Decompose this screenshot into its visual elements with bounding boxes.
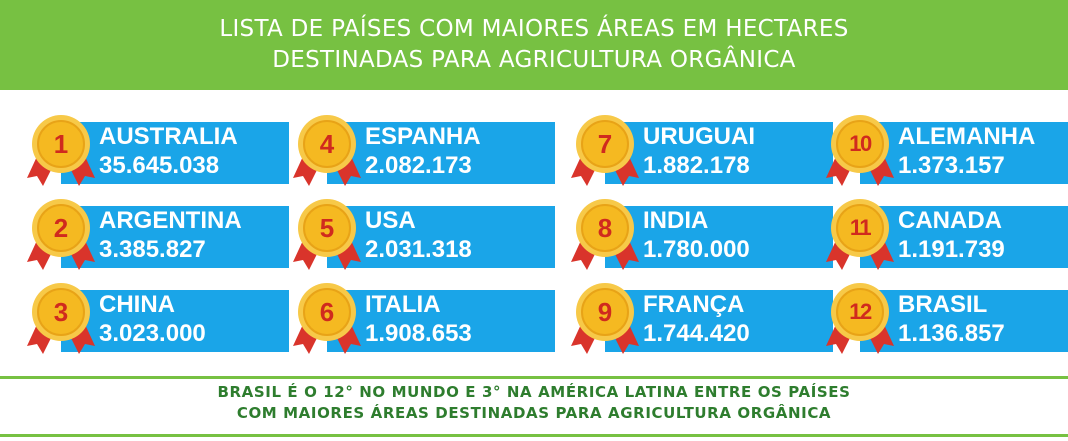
hectares-value: 1.373.157 xyxy=(898,152,1005,179)
hectares-value: 1.744.420 xyxy=(643,320,750,347)
ranking-card: 1 AUSTRALIA 35.645.038 xyxy=(21,110,289,186)
country-name: ITALIA xyxy=(365,291,441,318)
rank-number: 3 xyxy=(53,297,69,327)
medal-icon xyxy=(293,283,361,354)
medal-icon xyxy=(293,115,361,186)
rank-number: 5 xyxy=(319,213,335,243)
country-name: CANADA xyxy=(898,207,1002,234)
footer-divider-bottom xyxy=(0,434,1068,437)
ranking-card: 2 ARGENTINA 3.385.827 xyxy=(21,194,289,270)
title-line-1: LISTA DE PAÍSES COM MAIORES ÁREAS EM HEC… xyxy=(219,16,849,42)
medal-icon xyxy=(293,199,361,270)
country-box xyxy=(860,206,1068,268)
country-box xyxy=(61,290,289,352)
footer-note: BRASIL É O 12° NO MUNDO E 3° NA AMÉRICA … xyxy=(0,382,1068,424)
country-name: AUSTRALIA xyxy=(99,123,238,150)
medal-icon xyxy=(826,283,894,354)
hectares-value: 1.191.739 xyxy=(898,236,1005,263)
country-box xyxy=(605,290,833,352)
hectares-value: 1.908.653 xyxy=(365,320,472,347)
ranking-card: 5 USA 2.031.318 xyxy=(287,194,555,270)
rank-number: 1 xyxy=(53,129,69,159)
hectares-value: 3.385.827 xyxy=(99,236,206,263)
country-box xyxy=(327,290,555,352)
footer-divider-top xyxy=(0,376,1068,379)
country-name: ESPANHA xyxy=(365,123,481,150)
medal-icon xyxy=(27,199,95,270)
ranking-card: 6 ITALIA 1.908.653 xyxy=(287,278,555,354)
rank-number: 2 xyxy=(53,213,69,243)
ranking-card: 3 CHINA 3.023.000 xyxy=(21,278,289,354)
country-name: BRASIL xyxy=(898,291,988,318)
medal-icon xyxy=(571,283,639,354)
footer-line-1: BRASIL É O 12° NO MUNDO E 3° NA AMÉRICA … xyxy=(217,383,851,401)
ranking-card: 12 BRASIL 1.136.857 xyxy=(820,278,1068,354)
ranking-card: 9 FRANÇA 1.744.420 xyxy=(565,278,833,354)
country-name: USA xyxy=(365,207,416,234)
medal-icon xyxy=(27,115,95,186)
rank-number: 11 xyxy=(849,215,872,240)
ranking-card: 10 ALEMANHA 1.373.157 xyxy=(820,110,1068,186)
country-box xyxy=(605,122,833,184)
ranking-grid: 1 AUSTRALIA 35.645.038 2 ARGENTINA 3.385… xyxy=(21,110,1068,354)
country-name: INDIA xyxy=(643,207,709,234)
footer-line-2: COM MAIORES ÁREAS DESTINADAS PARA AGRICU… xyxy=(236,404,832,422)
country-name: CHINA xyxy=(99,291,175,318)
ranking-card: 7 URUGUAI 1.882.178 xyxy=(565,110,833,186)
ranking-card: 4 ESPANHA 2.082.173 xyxy=(287,110,555,186)
rank-number: 12 xyxy=(849,299,872,324)
country-box xyxy=(860,122,1068,184)
ranking-card: 8 INDIA 1.780.000 xyxy=(565,194,833,270)
rank-number: 6 xyxy=(319,297,335,327)
hectares-value: 35.645.038 xyxy=(99,152,220,179)
hectares-value: 2.031.318 xyxy=(365,236,472,263)
title-line-2: DESTINADAS PARA AGRICULTURA ORGÂNICA xyxy=(272,47,796,73)
country-name: FRANÇA xyxy=(643,291,745,318)
country-box xyxy=(327,122,555,184)
country-name: ALEMANHA xyxy=(898,123,1036,150)
medal-icon xyxy=(571,199,639,270)
rank-number: 7 xyxy=(597,129,613,159)
title-banner: LISTA DE PAÍSES COM MAIORES ÁREAS EM HEC… xyxy=(0,0,1068,90)
medal-icon xyxy=(571,115,639,186)
ranking-card: 11 CANADA 1.191.739 xyxy=(820,194,1068,270)
rank-number: 8 xyxy=(597,213,613,243)
medal-icon xyxy=(826,115,894,186)
country-name: ARGENTINA xyxy=(99,207,242,234)
medal-icon xyxy=(27,283,95,354)
country-box xyxy=(605,206,833,268)
rank-number: 4 xyxy=(319,129,335,159)
hectares-value: 2.082.173 xyxy=(365,152,472,179)
medal-icon xyxy=(826,199,894,270)
rank-number: 10 xyxy=(849,131,872,156)
country-box xyxy=(61,122,289,184)
country-name: URUGUAI xyxy=(643,123,755,150)
hectares-value: 1.136.857 xyxy=(898,320,1005,347)
rank-number: 9 xyxy=(597,297,613,327)
hectares-value: 1.780.000 xyxy=(643,236,750,263)
hectares-value: 1.882.178 xyxy=(643,152,750,179)
country-box xyxy=(327,206,555,268)
country-box xyxy=(61,206,289,268)
country-box xyxy=(860,290,1068,352)
hectares-value: 3.023.000 xyxy=(99,320,206,347)
